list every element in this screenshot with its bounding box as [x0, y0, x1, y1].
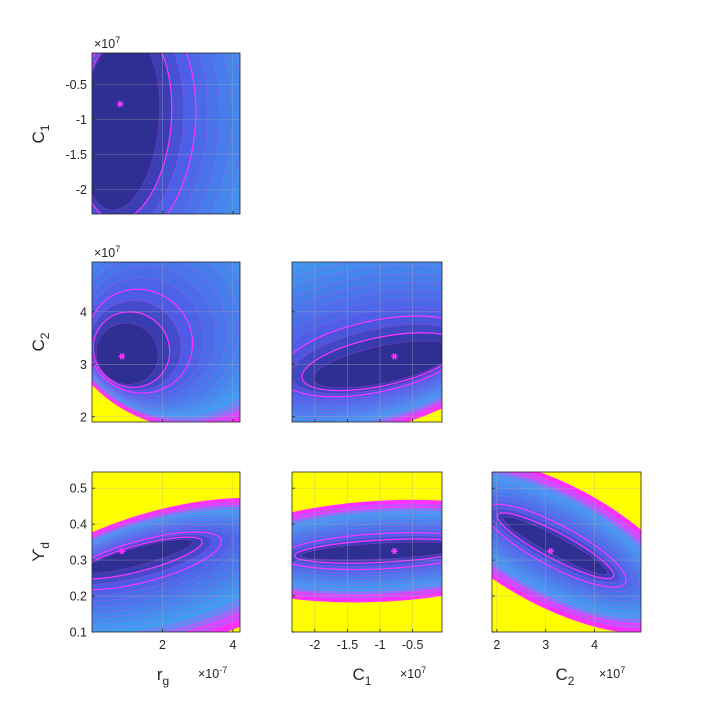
x-exponent-label: ×10-7 [198, 665, 227, 681]
panel-C2-Yd: 2 3 4×107 [491, 471, 642, 681]
marker-stroke [119, 547, 125, 555]
marker-stroke [392, 353, 397, 360]
exponent-power: 7 [115, 244, 120, 254]
y-tick-label: 4 [80, 305, 87, 319]
y-tick-label: 0.4 [70, 518, 87, 532]
contour-bands [492, 472, 641, 632]
exponent-power: 7 [115, 35, 120, 45]
x-axis-label-C1: C1 [353, 665, 372, 688]
marker-stroke [548, 547, 553, 555]
contour-bands [92, 497, 240, 632]
best-fit-marker [547, 547, 554, 555]
panel-C1-Yd: -2 -1.5 -1 -0.5 ×107 [291, 471, 443, 681]
axis-label-subscript: d [38, 542, 52, 549]
axes-box [291, 261, 443, 423]
grid-lines [92, 472, 240, 632]
y-axis-label-C1: C1 [29, 124, 52, 143]
y-axis-label-Yd: ϒd [29, 542, 52, 562]
y-tick-label: -1.5 [65, 148, 87, 162]
panel-rg-Yd: 0.1 0.2 0.3 0.4 0.5 2 4×10-7 [70, 471, 241, 681]
contour-bands [292, 262, 442, 422]
grid-lines [292, 262, 442, 422]
y-tick-label: 2 [80, 410, 87, 424]
x-tick-label: 3 [542, 638, 549, 652]
x-tick-label: -1.5 [337, 638, 359, 652]
x-exponent-label: ×107 [400, 665, 426, 681]
axes-box [491, 471, 642, 633]
best-fit-marker [391, 353, 398, 360]
x-tick-label: -0.5 [402, 638, 424, 652]
y-tick-label: -2 [76, 183, 87, 197]
contour-level [92, 539, 193, 574]
panel-C1-C2 [291, 261, 443, 423]
axis-label-subscript: 2 [568, 674, 575, 688]
x-axis-label-C2: C2 [556, 665, 575, 688]
contour-bands [92, 53, 240, 214]
x-tick-label: 2 [159, 638, 166, 652]
x-tick-label: 4 [591, 638, 598, 652]
x-tick-label: -1 [374, 638, 385, 652]
exponent-power: 7 [620, 665, 625, 675]
y-tick-label: 0.5 [70, 482, 87, 496]
axes-box [291, 471, 443, 633]
marker-stroke [117, 100, 123, 108]
y-tick-label: -0.5 [65, 78, 87, 92]
contour-level [301, 541, 442, 561]
y-tick-label: -1 [76, 113, 87, 127]
axes-box [91, 52, 241, 215]
y-tick-label: 3 [80, 358, 87, 372]
y-tick-label: 0.2 [70, 590, 87, 604]
axes-box [91, 471, 241, 633]
best-fit-marker [391, 547, 398, 555]
axis-label-subscript: g [162, 674, 169, 688]
contour-level [96, 322, 159, 385]
grid-lines [492, 472, 641, 632]
grid-lines [92, 53, 240, 214]
y-exponent-label: ×107 [94, 244, 120, 260]
y-axis-label-C2: C2 [29, 332, 52, 351]
exponent-power: -7 [219, 665, 227, 675]
contour-bands [92, 262, 240, 422]
y-tick-label: 0.3 [70, 554, 87, 568]
best-fit-marker [118, 547, 126, 555]
y-tick-label: 0.1 [70, 626, 87, 640]
axes-box [91, 261, 241, 423]
axis-label-subscript: 1 [38, 124, 52, 131]
marker-stroke [392, 547, 397, 555]
x-axis-label-rg: rg [157, 665, 169, 688]
marker-stroke [119, 353, 125, 360]
best-fit-marker [116, 100, 124, 108]
panel-rg-C2: 2 3 4 ×107 [80, 244, 241, 424]
axis-label-subscript: 1 [365, 674, 372, 688]
x-exponent-label: ×107 [599, 665, 625, 681]
axis-label-subscript: 2 [38, 332, 52, 339]
y-exponent-label: ×107 [94, 35, 120, 51]
x-tick-label: 4 [229, 638, 236, 652]
panel-rg-C1: -2 -1.5 -1 -0.5 ×107 [65, 35, 241, 215]
grid-lines [292, 472, 442, 632]
x-tick-label: 2 [493, 638, 500, 652]
grid-lines [92, 262, 240, 422]
exponent-power: 7 [421, 665, 426, 675]
best-fit-marker [118, 353, 126, 360]
x-tick-label: -2 [309, 638, 320, 652]
contour-level [92, 53, 161, 211]
